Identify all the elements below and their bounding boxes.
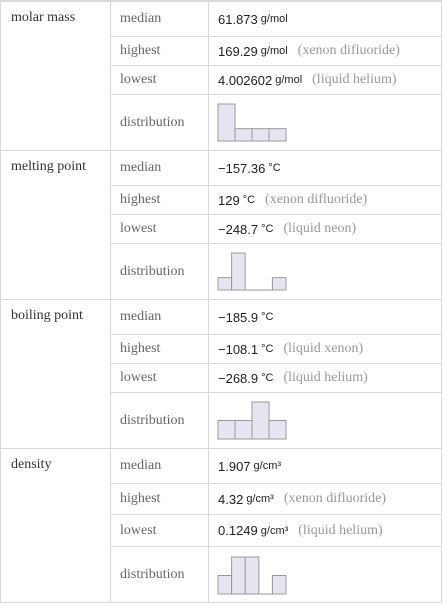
histogram	[217, 103, 287, 142]
histogram	[217, 556, 287, 594]
row-label: highest	[110, 36, 208, 65]
row-value: −108.1 °C (liquid xenon)	[208, 334, 441, 363]
value: −157.36	[218, 160, 266, 176]
row-label: median	[110, 299, 208, 334]
row-label: lowest	[110, 65, 208, 94]
row-value: −248.7 °C (liquid neon)	[208, 214, 441, 243]
value: 1.907	[218, 458, 251, 474]
unit: g/cm³	[253, 460, 282, 472]
row-label: highest	[110, 334, 208, 363]
property-name: melting point	[1, 150, 110, 299]
value: −185.9	[218, 309, 259, 325]
value: −108.1	[218, 341, 259, 357]
row-value: 61.873 g/mol	[208, 1, 441, 36]
row-value: 169.29 g/mol (xenon difluoride)	[208, 36, 441, 65]
note: (liquid neon)	[283, 221, 357, 236]
unit: °C	[261, 343, 274, 355]
row-value: 0.1249 g/cm³ (liquid helium)	[208, 514, 441, 546]
row-label: highest	[110, 483, 208, 514]
row-label: distribution	[110, 546, 208, 603]
row-value: −157.36 °C	[208, 150, 441, 185]
histogram	[217, 401, 287, 439]
distribution-cell	[208, 546, 441, 603]
row-value: 129 °C (xenon difluoride)	[208, 185, 441, 214]
row-label: lowest	[110, 363, 208, 392]
unit: g/mol	[260, 13, 288, 25]
note: (xenon difluoride)	[283, 491, 387, 506]
row-label: distribution	[110, 243, 208, 299]
unit: °C	[261, 223, 274, 235]
value: 61.873	[218, 11, 258, 27]
row-label: lowest	[110, 214, 208, 243]
row-label: highest	[110, 185, 208, 214]
unit: °C	[268, 162, 281, 174]
distribution-cell	[208, 243, 441, 299]
value: 4.32	[218, 491, 244, 507]
column-divider	[208, 0, 209, 603]
unit: °C	[242, 194, 256, 206]
value: −248.7	[218, 221, 259, 237]
value: 0.1249	[218, 523, 258, 538]
row-value: 1.907 g/cm³	[208, 448, 441, 483]
row-label: distribution	[110, 392, 208, 448]
note: (xenon difluoride)	[297, 43, 400, 58]
row-label: median	[110, 448, 208, 483]
note: (xenon difluoride)	[265, 192, 368, 207]
value: 129	[218, 192, 240, 208]
property-name: density	[1, 448, 110, 603]
note: (liquid helium)	[298, 522, 383, 538]
value: −268.9	[218, 370, 259, 386]
value: 169.29	[218, 43, 258, 59]
note: (liquid helium)	[312, 72, 397, 87]
histogram	[217, 252, 287, 291]
row-label: median	[110, 150, 208, 185]
property-name: molar mass	[1, 1, 110, 150]
note: (liquid xenon)	[283, 341, 364, 356]
row-label: median	[110, 1, 208, 36]
row-value: −185.9 °C	[208, 299, 441, 334]
row-label: distribution	[110, 94, 208, 150]
row-value: 4.32 g/cm³ (xenon difluoride)	[208, 483, 441, 514]
unit: g/cm³	[260, 524, 289, 537]
row-value: −268.9 °C (liquid helium)	[208, 363, 441, 392]
unit: g/mol	[275, 74, 303, 86]
note: (liquid helium)	[283, 370, 368, 385]
distribution-cell	[208, 94, 441, 150]
row-label: lowest	[110, 514, 208, 546]
row-value: 4.002602 g/mol (liquid helium)	[208, 65, 441, 94]
distribution-cell	[208, 392, 441, 448]
value: 4.002602	[218, 72, 273, 88]
column-divider	[110, 0, 111, 603]
property-name: boiling point	[1, 299, 110, 448]
unit: °C	[261, 311, 274, 323]
unit: °C	[261, 372, 274, 384]
unit: g/cm³	[246, 493, 274, 505]
unit: g/mol	[260, 45, 288, 57]
